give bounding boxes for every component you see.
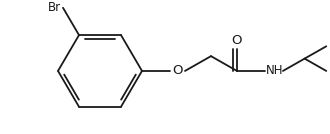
Text: Br: Br bbox=[48, 1, 61, 14]
Text: NH: NH bbox=[266, 64, 283, 77]
Text: O: O bbox=[232, 34, 242, 47]
Text: O: O bbox=[172, 64, 182, 77]
